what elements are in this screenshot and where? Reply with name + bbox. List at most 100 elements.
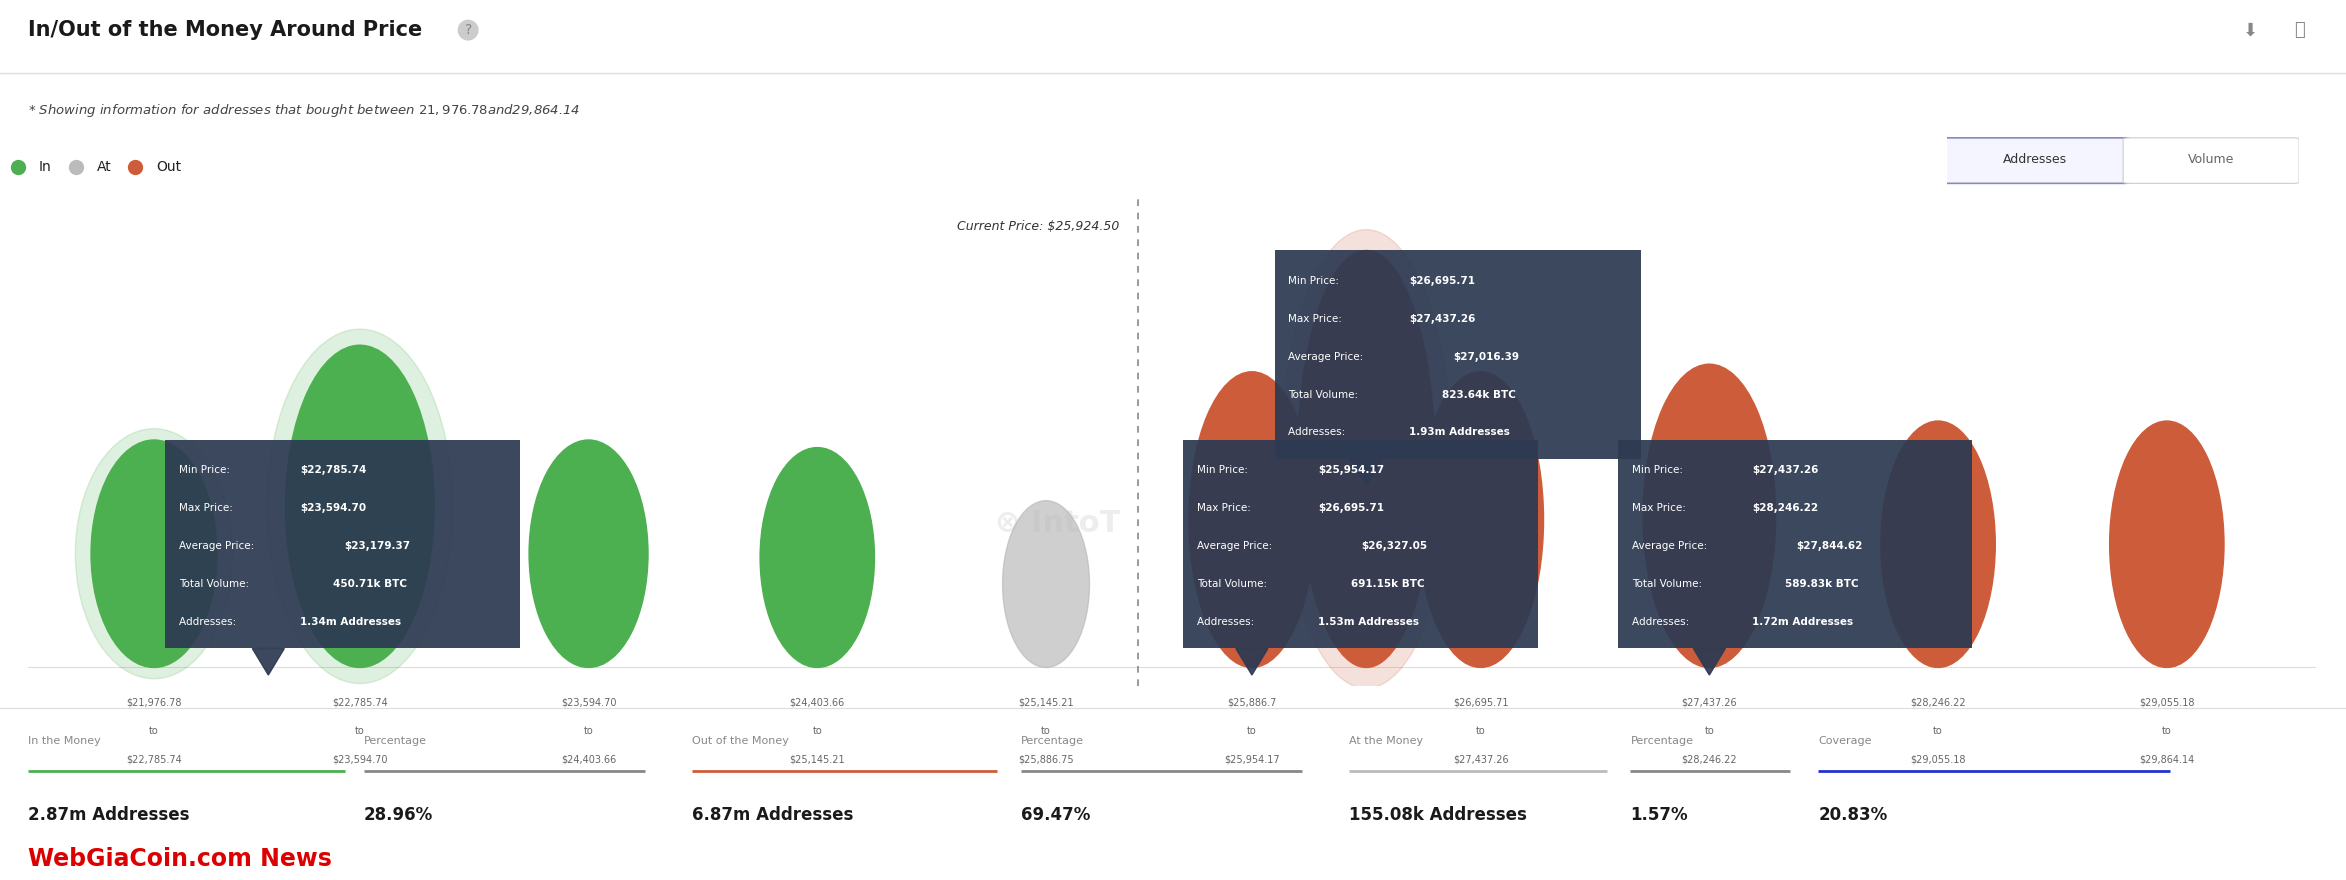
FancyBboxPatch shape xyxy=(2123,138,2299,183)
Text: Coverage: Coverage xyxy=(1818,736,1872,745)
Ellipse shape xyxy=(1642,364,1776,667)
Text: ?: ? xyxy=(465,23,472,37)
Text: * Showing information for addresses that bought between $21,976.78 and $29,864.1: * Showing information for addresses that… xyxy=(28,101,579,119)
Text: $23,594.70: $23,594.70 xyxy=(300,503,366,513)
Text: to: to xyxy=(1476,726,1485,737)
Text: to: to xyxy=(354,726,364,737)
Ellipse shape xyxy=(1002,501,1089,667)
Text: 691.15k BTC: 691.15k BTC xyxy=(1351,579,1424,589)
Text: $24,403.66: $24,403.66 xyxy=(791,698,845,708)
Text: 155.08k Addresses: 155.08k Addresses xyxy=(1349,806,1527,824)
Ellipse shape xyxy=(1281,230,1452,688)
Text: ⊗ IntoT: ⊗ IntoT xyxy=(995,509,1119,538)
Text: Current Price: $25,924.50: Current Price: $25,924.50 xyxy=(957,220,1119,233)
Ellipse shape xyxy=(91,440,216,667)
Ellipse shape xyxy=(286,345,434,667)
Text: to: to xyxy=(1042,726,1051,737)
Text: to: to xyxy=(1706,726,1715,737)
Text: Average Price:: Average Price: xyxy=(1196,541,1276,551)
Text: Min Price:: Min Price: xyxy=(1196,466,1250,475)
Text: Addresses:: Addresses: xyxy=(1196,617,1257,627)
Text: 28.96%: 28.96% xyxy=(364,806,434,824)
Polygon shape xyxy=(1351,459,1382,486)
Text: $22,785.74: $22,785.74 xyxy=(300,466,366,475)
Text: Total Volume:: Total Volume: xyxy=(1196,579,1272,589)
Text: Percentage: Percentage xyxy=(1021,736,1084,745)
Ellipse shape xyxy=(760,448,875,667)
Ellipse shape xyxy=(530,440,647,667)
Text: 69.47%: 69.47% xyxy=(1021,806,1091,824)
Text: ⛶: ⛶ xyxy=(2294,21,2306,39)
Text: to: to xyxy=(1933,726,1942,737)
Text: $22,785.74: $22,785.74 xyxy=(331,698,387,708)
Text: $29,864.14: $29,864.14 xyxy=(2140,755,2194,765)
Text: Out: Out xyxy=(155,160,181,174)
Text: $28,246.22: $28,246.22 xyxy=(1752,503,1818,513)
Ellipse shape xyxy=(1881,421,1994,667)
Text: In: In xyxy=(38,160,52,174)
Text: Volume: Volume xyxy=(2189,153,2233,166)
Text: $23,179.37: $23,179.37 xyxy=(345,541,411,551)
FancyBboxPatch shape xyxy=(1274,251,1640,459)
Text: $26,695.71: $26,695.71 xyxy=(1452,698,1508,708)
Text: $25,145.21: $25,145.21 xyxy=(791,755,845,765)
Ellipse shape xyxy=(1189,371,1314,667)
Text: Total Volume:: Total Volume: xyxy=(1288,390,1363,400)
Text: to: to xyxy=(812,726,821,737)
Text: $26,695.71: $26,695.71 xyxy=(1410,275,1476,286)
Text: $27,437.26: $27,437.26 xyxy=(1452,755,1508,765)
FancyBboxPatch shape xyxy=(1619,440,1973,649)
Text: $28,246.22: $28,246.22 xyxy=(1910,698,1966,708)
Text: 450.71k BTC: 450.71k BTC xyxy=(333,579,406,589)
Text: Average Price:: Average Price: xyxy=(178,541,258,551)
Polygon shape xyxy=(1236,649,1267,675)
Text: Percentage: Percentage xyxy=(364,736,427,745)
Text: $25,954.17: $25,954.17 xyxy=(1318,466,1384,475)
Text: 823.64k BTC: 823.64k BTC xyxy=(1443,390,1516,400)
Text: 1.34m Addresses: 1.34m Addresses xyxy=(300,617,401,627)
Text: Total Volume:: Total Volume: xyxy=(1630,579,1706,589)
Text: 2.87m Addresses: 2.87m Addresses xyxy=(28,806,190,824)
Text: 1.72m Addresses: 1.72m Addresses xyxy=(1752,617,1853,627)
Ellipse shape xyxy=(1417,371,1544,667)
Text: $24,403.66: $24,403.66 xyxy=(561,755,617,765)
Ellipse shape xyxy=(1297,251,1436,667)
Text: ⬇: ⬇ xyxy=(2243,21,2257,39)
Text: 20.83%: 20.83% xyxy=(1818,806,1889,824)
Text: $23,594.70: $23,594.70 xyxy=(333,755,387,765)
Text: Out of the Money: Out of the Money xyxy=(692,736,788,745)
Text: WebGiaCoin.com News: WebGiaCoin.com News xyxy=(28,847,333,871)
Text: Average Price:: Average Price: xyxy=(1288,352,1368,362)
Polygon shape xyxy=(1694,649,1724,675)
Text: Average Price:: Average Price: xyxy=(1630,541,1710,551)
Text: $25,886.75: $25,886.75 xyxy=(1018,755,1074,765)
FancyBboxPatch shape xyxy=(1182,440,1539,649)
Text: $27,437.26: $27,437.26 xyxy=(1752,466,1818,475)
Ellipse shape xyxy=(75,429,232,678)
Text: $22,785.74: $22,785.74 xyxy=(127,755,183,765)
Text: $25,886.7: $25,886.7 xyxy=(1227,698,1276,708)
Text: $23,594.70: $23,594.70 xyxy=(561,698,617,708)
Text: $27,437.26: $27,437.26 xyxy=(1682,698,1736,708)
Text: to: to xyxy=(1248,726,1257,737)
Text: to: to xyxy=(150,726,160,737)
Text: Min Price:: Min Price: xyxy=(1288,275,1342,286)
Text: 6.87m Addresses: 6.87m Addresses xyxy=(692,806,854,824)
Text: 589.83k BTC: 589.83k BTC xyxy=(1785,579,1858,589)
Text: $29,055.18: $29,055.18 xyxy=(1910,755,1966,765)
Text: $25,954.17: $25,954.17 xyxy=(1225,755,1279,765)
Text: Addresses:: Addresses: xyxy=(178,617,239,627)
Text: In the Money: In the Money xyxy=(28,736,101,745)
FancyBboxPatch shape xyxy=(1940,138,2130,183)
Text: Addresses: Addresses xyxy=(2003,153,2067,166)
Text: $21,976.78: $21,976.78 xyxy=(127,698,181,708)
Text: $27,016.39: $27,016.39 xyxy=(1452,352,1520,362)
Text: Addresses:: Addresses: xyxy=(1630,617,1691,627)
Text: $26,327.05: $26,327.05 xyxy=(1361,541,1429,551)
Text: Total Volume:: Total Volume: xyxy=(178,579,253,589)
Text: 1.57%: 1.57% xyxy=(1630,806,1689,824)
Text: Percentage: Percentage xyxy=(1630,736,1694,745)
Text: $27,844.62: $27,844.62 xyxy=(1797,541,1863,551)
Text: 1.93m Addresses: 1.93m Addresses xyxy=(1410,428,1511,437)
FancyBboxPatch shape xyxy=(164,440,521,649)
